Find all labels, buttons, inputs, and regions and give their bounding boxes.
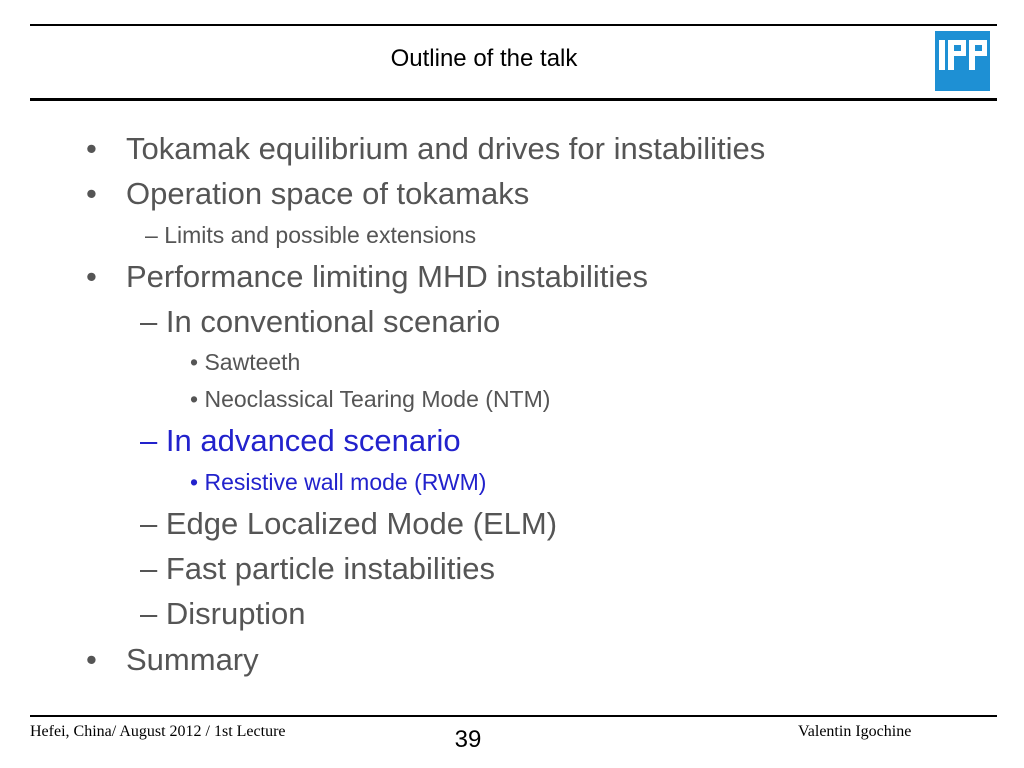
outline-item-text: Neoclassical Tearing Mode (NTM) — [204, 386, 551, 412]
outline-item-text: In conventional scenario — [165, 304, 501, 339]
bullet-marker: • — [190, 469, 199, 495]
outline-item-advanced-scenario: – In advanced scenario — [140, 423, 461, 459]
outline-item-sawteeth: • Sawteeth — [190, 349, 300, 376]
dash-marker: – — [140, 596, 158, 631]
outline-item-text: Resistive wall mode (RWM) — [204, 469, 487, 495]
outline-item-text: In advanced scenario — [165, 423, 461, 458]
outline-item-ntm: • Neoclassical Tearing Mode (NTM) — [190, 386, 550, 413]
bullet-marker: • — [86, 176, 97, 211]
outline-item-fast-particle: – Fast particle instabilities — [140, 551, 495, 587]
outline-item-text: Performance limiting MHD instabilities — [126, 259, 648, 294]
slide-title: Outline of the talk — [390, 45, 578, 72]
bullet-marker: • — [190, 386, 199, 412]
dash-marker: – — [140, 423, 158, 458]
outline-item-text: Fast particle instabilities — [165, 551, 495, 586]
top-rule — [30, 24, 997, 26]
outline-item-text: Summary — [126, 642, 259, 677]
bullet-marker: • — [86, 259, 97, 294]
dash-marker: – — [140, 551, 158, 586]
outline-item-limits: – Limits and possible extensions — [145, 222, 476, 249]
bullet-marker: • — [86, 642, 97, 677]
dash-marker: – — [140, 304, 158, 339]
outline-item-text: Operation space of tokamaks — [126, 176, 530, 211]
outline-item-text: Tokamak equilibrium and drives for insta… — [126, 131, 766, 166]
outline-item-text: Disruption — [165, 596, 306, 631]
bullet-marker: • — [190, 349, 199, 375]
outline-item-conventional-scenario: – In conventional scenario — [140, 304, 500, 340]
outline-item-text: Limits and possible extensions — [164, 222, 477, 248]
outline-item-text: Edge Localized Mode (ELM) — [165, 506, 558, 541]
header-rule — [30, 98, 997, 101]
footer-author: Valentin Igochine — [798, 723, 912, 740]
ipp-logo — [935, 31, 990, 91]
bullet-marker: • — [86, 131, 97, 166]
footer-left: Hefei, China/ August 2012 / 1st Lecture — [30, 723, 286, 740]
outline-item-text: Sawteeth — [204, 349, 301, 375]
page-number: 39 — [454, 726, 482, 753]
dash-marker: – — [145, 222, 158, 248]
outline-item-elm: – Edge Localized Mode (ELM) — [140, 506, 557, 542]
footer-rule — [30, 715, 997, 717]
dash-marker: – — [140, 506, 158, 541]
outline-item-rwm: • Resistive wall mode (RWM) — [190, 469, 486, 496]
outline-item-disruption: – Disruption — [140, 596, 305, 632]
